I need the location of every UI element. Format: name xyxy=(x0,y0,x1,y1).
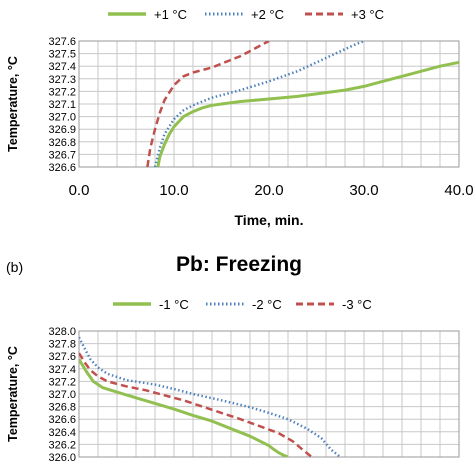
legend-label-1: -2 °C xyxy=(252,297,282,312)
series-group xyxy=(79,336,342,457)
x-tick-labels: 0.0 10.0 20.0 30.0 40.0 xyxy=(69,182,474,199)
series-line-0 xyxy=(79,358,289,457)
y-tick-label: 327.8 xyxy=(48,339,76,351)
plot-frame xyxy=(78,330,460,458)
y-tick-label: 327.3 xyxy=(48,74,76,86)
series-line-2 xyxy=(146,41,270,167)
legend-label-1: +2 °C xyxy=(251,7,284,22)
series-line-0 xyxy=(156,60,459,167)
x-tick-label: 0.0 xyxy=(69,182,90,199)
y-tick-label: 326.9 xyxy=(48,124,76,136)
y-tick-label: 326.8 xyxy=(48,402,76,414)
series-line-2 xyxy=(79,352,313,457)
panel-b-label: (b) xyxy=(6,259,23,275)
x-tick-label: 30.0 xyxy=(349,182,378,199)
x-axis-label: Time, min. xyxy=(235,212,304,228)
x-tick-label: 10.0 xyxy=(159,182,188,199)
y-tick-labels: 326.0326.2326.4326.6326.8327.0327.2327.4… xyxy=(48,326,76,464)
y-tick-label: 327.5 xyxy=(48,49,76,61)
y-tick-label: 327.2 xyxy=(48,86,76,98)
y-tick-label: 326.6 xyxy=(48,162,76,174)
y-tick-label: 328.0 xyxy=(48,326,76,338)
y-tick-label: 327.0 xyxy=(48,389,76,401)
y-tick-label: 327.4 xyxy=(48,61,76,73)
legend: +1 °C +2 °C +3 °C xyxy=(108,7,384,22)
x-tick-label: 40.0 xyxy=(444,182,473,199)
series-line-1 xyxy=(79,336,342,457)
legend-label-0: -1 °C xyxy=(159,297,189,312)
y-axis-label: Temperature, °C xyxy=(6,56,20,152)
legend-label-2: +3 °C xyxy=(351,7,384,22)
series-line-1 xyxy=(153,41,365,167)
legend: -1 °C -2 °C -3 °C xyxy=(113,297,372,312)
series-group xyxy=(146,41,459,167)
y-tick-label: 327.6 xyxy=(48,351,76,363)
y-tick-label: 327.1 xyxy=(48,99,76,111)
y-tick-label: 327.0 xyxy=(48,112,76,124)
grid xyxy=(78,330,460,458)
y-tick-label: 326.2 xyxy=(48,439,76,451)
x-tick-label: 20.0 xyxy=(254,182,283,199)
chart-heating: +1 °C +2 °C +3 °C 326.6326.7326.8326.9327.0… xyxy=(6,7,474,228)
grid xyxy=(78,40,460,168)
chart-title: Pb: Freezing xyxy=(176,253,302,276)
y-axis-label: Temperature, °C xyxy=(6,346,20,442)
y-tick-label: 326.0 xyxy=(48,452,76,464)
chart-freezing: Pb: Freezing-1 °C -2 °C -3 °C326.0326.2326… xyxy=(6,253,460,464)
y-tick-label: 327.4 xyxy=(48,364,76,376)
legend-label-2: -3 °C xyxy=(342,297,372,312)
y-tick-label: 327.2 xyxy=(48,376,76,388)
legend-label-0: +1 °C xyxy=(154,7,187,22)
y-tick-label: 326.8 xyxy=(48,137,76,149)
y-tick-labels: 326.6326.7326.8326.9327.0327.1327.2327.3… xyxy=(48,36,76,174)
y-tick-label: 326.7 xyxy=(48,149,76,161)
y-tick-label: 326.6 xyxy=(48,414,76,426)
y-tick-label: 326.4 xyxy=(48,427,76,439)
y-tick-label: 327.6 xyxy=(48,36,76,48)
